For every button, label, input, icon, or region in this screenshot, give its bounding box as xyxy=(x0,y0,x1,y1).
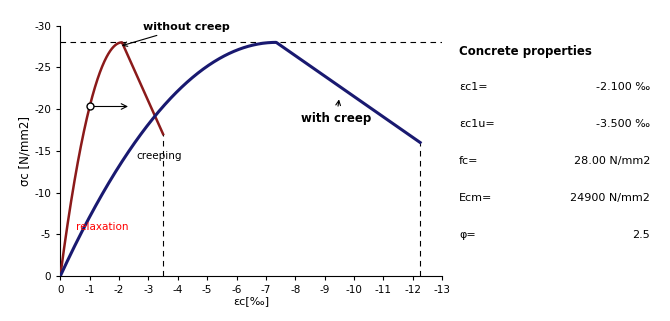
Text: Concrete properties: Concrete properties xyxy=(459,45,592,58)
Text: Ecm=: Ecm= xyxy=(459,193,492,203)
Text: -2.100 ‰: -2.100 ‰ xyxy=(596,82,650,92)
Text: εc1=: εc1= xyxy=(459,82,488,92)
Y-axis label: σc [N/mm2]: σc [N/mm2] xyxy=(19,116,31,186)
Text: creeping: creeping xyxy=(137,151,182,161)
X-axis label: εc[‰]: εc[‰] xyxy=(233,297,269,307)
Text: relaxation: relaxation xyxy=(76,222,129,232)
Text: φ=: φ= xyxy=(459,230,476,239)
Text: with creep: with creep xyxy=(302,100,371,125)
Text: 28.00 N/mm2: 28.00 N/mm2 xyxy=(574,156,650,166)
Text: 2.5: 2.5 xyxy=(632,230,650,239)
Text: without creep: without creep xyxy=(123,22,229,46)
Text: fc=: fc= xyxy=(459,156,478,166)
Text: εc1u=: εc1u= xyxy=(459,119,494,129)
Text: 24900 N/mm2: 24900 N/mm2 xyxy=(570,193,650,203)
Text: -3.500 ‰: -3.500 ‰ xyxy=(596,119,650,129)
